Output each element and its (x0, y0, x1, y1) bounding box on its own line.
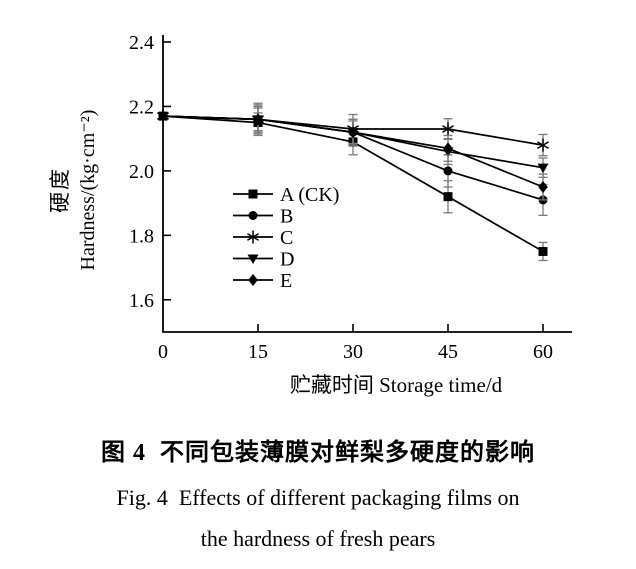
x-tick-label: 0 (158, 341, 168, 363)
x-axis-label: 贮藏时间 Storage time/d (290, 373, 503, 397)
x-tick-label: 30 (343, 341, 363, 363)
legend-item-b: B (233, 206, 293, 228)
legend-label: A (CK) (280, 184, 339, 206)
hardness-line-chart: 贮藏时间 Storage time/d 1.6 1.8 2.0 2.2 2.4 0 15 30… (129, 32, 572, 397)
legend-item-d: D (233, 249, 294, 271)
y-axis-label-en: Hardness/(kg·cm⁻²) (77, 109, 99, 271)
x-tick-label: 15 (248, 341, 268, 363)
axes (162, 35, 572, 333)
legend-item-ack: A (CK) (233, 184, 339, 206)
legend-label: B (280, 206, 293, 228)
y-axis-ticks: 1.6 1.8 2.0 2.2 2.4 (129, 32, 171, 312)
x-tick-label: 60 (533, 341, 553, 363)
y-axis-label-cn: 硬度 (48, 167, 72, 213)
legend-item-c: C (233, 227, 293, 249)
legend-label: E (280, 270, 292, 292)
legend-label: C (280, 227, 293, 249)
x-axis-ticks: 0 15 30 45 60 (158, 324, 553, 363)
y-tick-label: 1.8 (129, 225, 154, 247)
caption-english-line1: Fig. 4 Effects of different packaging fi… (116, 485, 520, 510)
y-tick-label: 1.6 (129, 290, 154, 312)
legend-item-e: E (233, 270, 292, 292)
figure-caption: 图 4 不同包装薄膜对鲜梨多硬度的影响 Fig. 4 Effects of di… (0, 438, 636, 552)
caption-chinese: 图 4 不同包装薄膜对鲜梨多硬度的影响 (101, 440, 535, 466)
x-tick-label: 45 (438, 341, 458, 363)
series-e (158, 104, 548, 201)
caption-english-line2: the hardness of fresh pears (200, 526, 436, 551)
markers-e (158, 110, 548, 193)
y-tick-label: 2.2 (129, 96, 154, 118)
y-axis-label: 硬度 Hardness/(kg·cm⁻²) (46, 20, 102, 360)
y-tick-label: 2.4 (129, 32, 154, 54)
legend-label: D (280, 249, 294, 271)
y-tick-label: 2.0 (129, 161, 154, 183)
chart-area: 贮藏时间 Storage time/d 1.6 1.8 2.0 2.2 2.4 0 15 30… (46, 20, 572, 397)
